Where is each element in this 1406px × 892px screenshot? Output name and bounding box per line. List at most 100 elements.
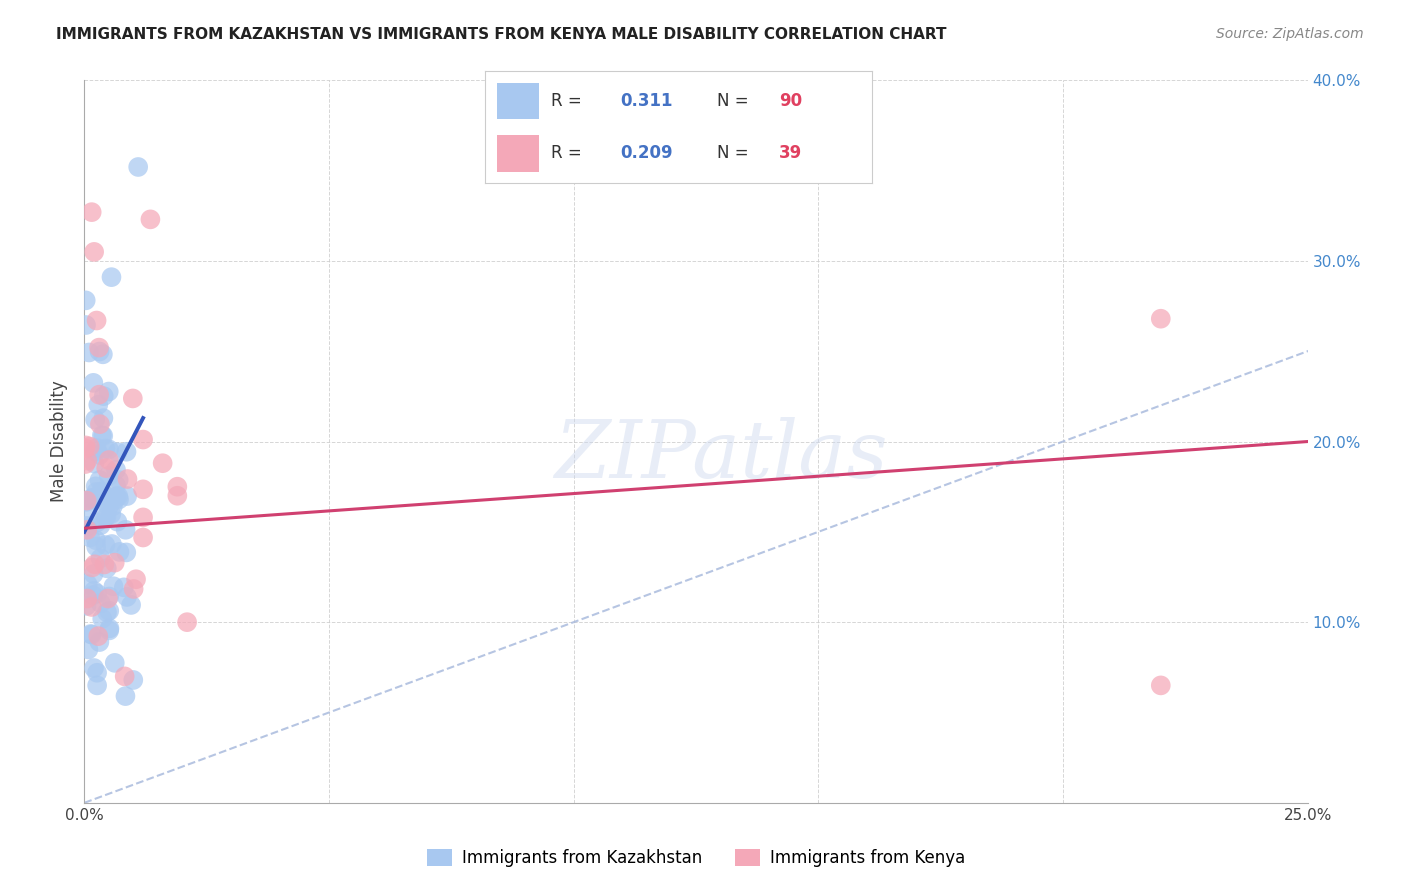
Point xyxy=(80,205,103,219)
Point xyxy=(91,612,114,626)
Point xyxy=(82,588,104,602)
Point xyxy=(77,642,100,657)
Point xyxy=(166,480,188,494)
Point xyxy=(107,473,129,487)
Point xyxy=(86,313,108,327)
Text: 0.311: 0.311 xyxy=(620,92,673,110)
Point xyxy=(76,493,98,508)
Point xyxy=(84,479,107,493)
Point xyxy=(139,212,162,227)
Point xyxy=(94,489,117,503)
Point xyxy=(93,558,115,572)
Point xyxy=(94,442,117,456)
Point xyxy=(101,499,124,513)
Point xyxy=(89,387,111,401)
Point xyxy=(132,510,155,524)
Point xyxy=(115,590,138,604)
Point xyxy=(79,492,101,507)
Point xyxy=(132,433,155,447)
Point xyxy=(86,678,108,692)
Point xyxy=(86,665,108,680)
Point xyxy=(121,392,143,406)
Point xyxy=(98,604,121,618)
Point xyxy=(115,444,138,458)
Text: N =: N = xyxy=(717,92,754,110)
Point xyxy=(83,244,105,259)
Point xyxy=(87,629,110,643)
Point xyxy=(84,533,107,548)
Point xyxy=(75,495,97,509)
Point xyxy=(120,598,142,612)
Point xyxy=(93,389,115,403)
Point xyxy=(76,523,98,537)
Text: N =: N = xyxy=(717,145,754,162)
Text: IMMIGRANTS FROM KAZAKHSTAN VS IMMIGRANTS FROM KENYA MALE DISABILITY CORRELATION : IMMIGRANTS FROM KAZAKHSTAN VS IMMIGRANTS… xyxy=(56,27,946,42)
Point xyxy=(87,341,110,355)
Point xyxy=(1150,311,1173,326)
Point xyxy=(75,507,97,521)
Point xyxy=(91,429,114,443)
Point xyxy=(132,483,155,497)
Point xyxy=(76,577,98,591)
Point xyxy=(82,560,104,574)
Point xyxy=(97,495,120,509)
Point xyxy=(96,509,118,524)
Point xyxy=(75,318,97,332)
Point xyxy=(77,345,100,359)
Point xyxy=(76,453,98,467)
Point xyxy=(83,566,105,581)
Point xyxy=(98,621,121,635)
Point xyxy=(96,605,118,619)
Point xyxy=(176,615,198,630)
Point xyxy=(93,411,115,425)
Point xyxy=(75,293,97,308)
Bar xyxy=(496,83,538,120)
Text: R =: R = xyxy=(551,145,586,162)
Point xyxy=(132,531,155,545)
Point xyxy=(83,661,105,675)
Point xyxy=(112,580,135,594)
Point xyxy=(105,478,128,492)
Point xyxy=(75,442,97,456)
Point xyxy=(97,500,120,514)
Point xyxy=(166,489,188,503)
Point xyxy=(101,537,124,551)
Text: R =: R = xyxy=(551,92,586,110)
Point xyxy=(97,453,120,467)
Point xyxy=(97,384,120,399)
Point xyxy=(89,448,111,462)
Point xyxy=(105,515,128,529)
Text: 90: 90 xyxy=(779,92,801,110)
Point xyxy=(104,492,127,507)
Point xyxy=(90,596,112,610)
Point xyxy=(80,599,103,614)
Point xyxy=(79,627,101,641)
Point xyxy=(86,516,108,530)
Point xyxy=(75,438,97,452)
Point xyxy=(127,160,149,174)
Point xyxy=(89,635,111,649)
Point xyxy=(82,376,104,390)
Point xyxy=(100,507,122,521)
Y-axis label: Male Disability: Male Disability xyxy=(51,381,69,502)
Point xyxy=(98,590,121,604)
Point xyxy=(108,492,131,507)
Point xyxy=(94,510,117,524)
Point xyxy=(90,518,112,533)
Point xyxy=(76,519,98,533)
Point xyxy=(86,493,108,508)
Point xyxy=(83,583,105,598)
Point xyxy=(83,558,105,572)
Point xyxy=(108,545,131,559)
Point xyxy=(114,669,136,683)
Point xyxy=(104,656,127,670)
Point xyxy=(80,627,103,641)
Point xyxy=(76,599,98,613)
Point xyxy=(114,689,136,703)
Point xyxy=(86,441,108,455)
Point xyxy=(84,412,107,426)
Point xyxy=(122,673,145,687)
Point xyxy=(96,461,118,475)
Text: Source: ZipAtlas.com: Source: ZipAtlas.com xyxy=(1216,27,1364,41)
Point xyxy=(89,417,111,432)
